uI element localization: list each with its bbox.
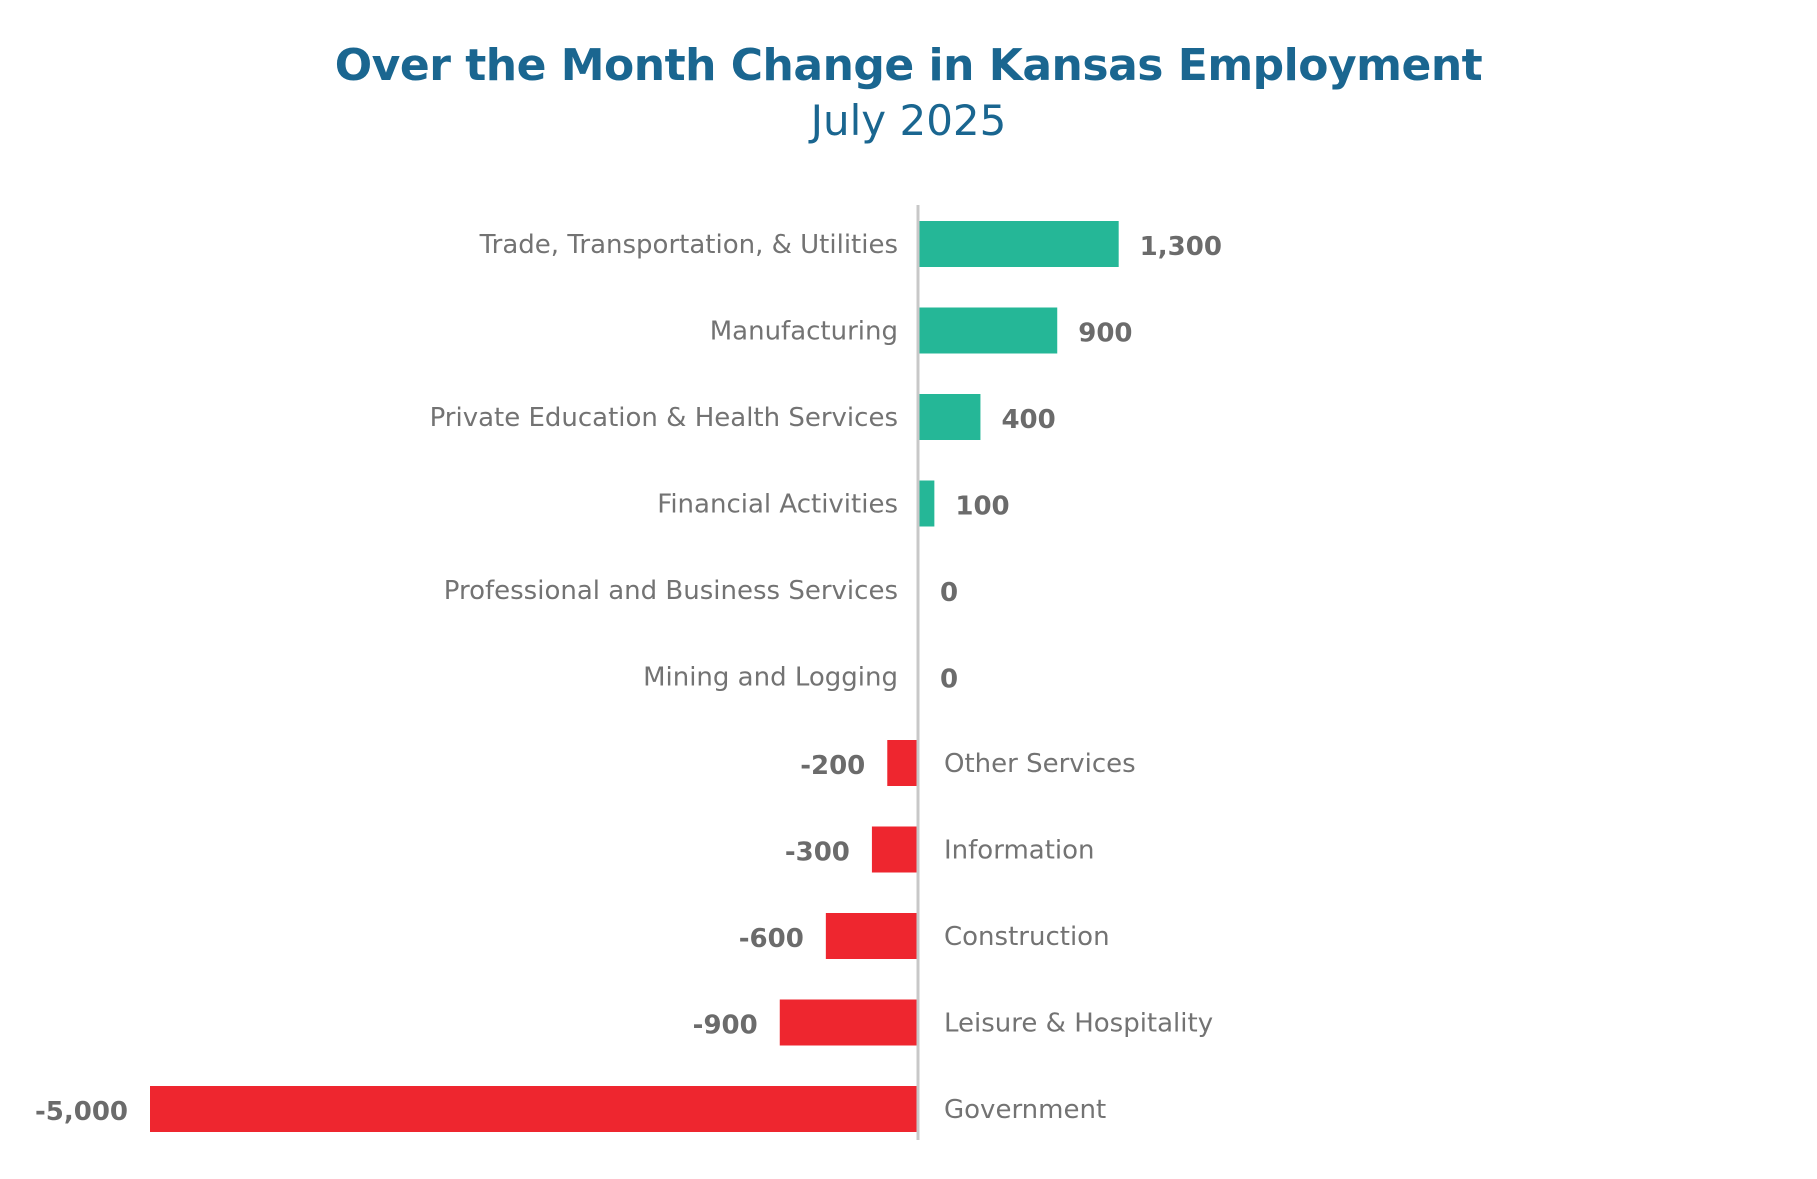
category-label-mining-and-logging: Mining and Logging <box>643 663 898 693</box>
category-label-financial-activities: Financial Activities <box>657 490 898 520</box>
value-label-information: -300 <box>785 838 850 868</box>
chart-title: Over the Month Change in Kansas Employme… <box>334 40 1483 91</box>
labels-layer: Trade, Transportation, & Utilities 1,300 M… <box>35 230 1222 1127</box>
category-label-manufacturing: Manufacturing <box>710 317 898 347</box>
chart-subtitle: July 2025 <box>810 96 1007 145</box>
value-label-leisure-hospitality: -900 <box>693 1011 758 1041</box>
bar-government <box>150 1086 918 1132</box>
value-label-mining-and-logging: 0 <box>940 665 958 695</box>
value-label-other-services: -200 <box>800 751 865 781</box>
category-label-information: Information <box>944 836 1095 866</box>
category-label-professional-and-business-services: Professional and Business Services <box>444 576 898 606</box>
value-label-financial-activities: 100 <box>955 492 1009 522</box>
value-label-private-education-health-services: 400 <box>1001 405 1055 435</box>
value-label-government: -5,000 <box>35 1097 128 1127</box>
category-label-trade-transportation-utilities: Trade, Transportation, & Utilities <box>479 230 898 260</box>
bar-financial-activities <box>919 480 935 527</box>
bar-information <box>871 826 918 873</box>
category-label-construction: Construction <box>944 922 1110 952</box>
bars-layer <box>150 221 1119 1132</box>
bar-trade-transportation-utilities <box>919 221 1119 267</box>
category-label-leisure-hospitality: Leisure & Hospitality <box>944 1009 1213 1039</box>
value-label-trade-transportation-utilities: 1,300 <box>1140 232 1222 262</box>
category-label-government: Government <box>944 1095 1106 1125</box>
bar-private-education-health-services <box>919 394 981 440</box>
value-label-manufacturing: 900 <box>1078 319 1132 349</box>
category-label-other-services: Other Services <box>944 749 1136 779</box>
value-label-construction: -600 <box>739 924 804 954</box>
value-label-professional-and-business-services: 0 <box>940 578 958 608</box>
bar-leisure-hospitality <box>779 999 918 1046</box>
bar-other-services <box>887 740 918 786</box>
bar-manufacturing <box>919 307 1058 354</box>
bar-construction <box>825 913 918 959</box>
category-label-private-education-health-services: Private Education & Health Services <box>430 403 898 433</box>
